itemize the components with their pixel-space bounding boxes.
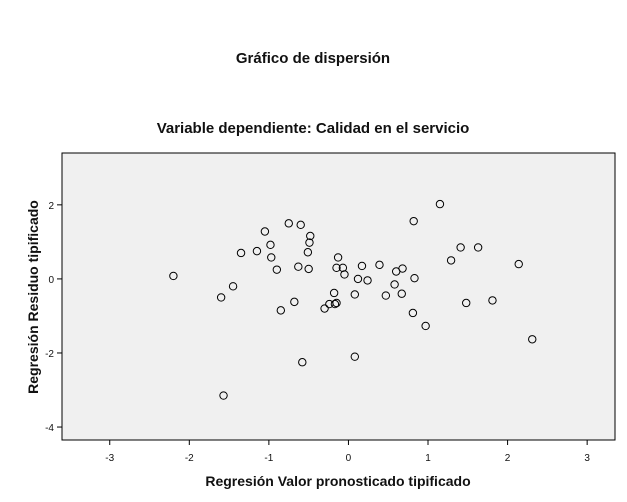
data-point bbox=[398, 264, 407, 273]
data-point bbox=[332, 263, 341, 272]
data-point bbox=[410, 273, 419, 283]
data-point bbox=[514, 259, 523, 269]
data-point bbox=[236, 248, 246, 258]
data-point bbox=[390, 280, 399, 289]
data-point bbox=[421, 321, 430, 331]
y-axis-label: Regresión Residuo tipificado bbox=[25, 200, 41, 394]
data-point bbox=[284, 219, 293, 228]
data-point bbox=[353, 274, 363, 284]
data-point bbox=[409, 216, 418, 226]
chart-subtitle: Variable dependiente: Calidad en el serv… bbox=[157, 120, 470, 137]
y-tick-label: -2 bbox=[45, 349, 54, 360]
data-point bbox=[266, 240, 275, 250]
data-point bbox=[260, 227, 270, 236]
data-point bbox=[228, 282, 238, 291]
data-point bbox=[298, 358, 307, 367]
data-point bbox=[216, 293, 226, 302]
data-point bbox=[473, 243, 483, 252]
data-point bbox=[332, 298, 341, 308]
x-tick-label: 0 bbox=[346, 453, 352, 464]
x-tick-label: 3 bbox=[584, 453, 590, 464]
y-axis: 2 0 -2 -4 bbox=[45, 201, 62, 434]
data-point bbox=[267, 253, 276, 262]
data-point bbox=[357, 261, 367, 271]
data-point bbox=[408, 308, 418, 318]
data-point bbox=[446, 256, 456, 265]
x-tick-label: -2 bbox=[185, 453, 194, 464]
data-point bbox=[219, 391, 228, 400]
data-point bbox=[304, 264, 313, 274]
data-point bbox=[303, 248, 313, 257]
data-points bbox=[169, 199, 537, 400]
data-point bbox=[306, 231, 315, 241]
y-tick-label: 0 bbox=[48, 275, 54, 286]
data-point bbox=[276, 306, 286, 315]
data-point bbox=[381, 291, 391, 300]
data-point bbox=[363, 276, 372, 285]
y-tick-label: -4 bbox=[45, 423, 54, 434]
plot-area bbox=[61, 152, 616, 441]
x-axis: -3 -2 -1 0 1 2 3 bbox=[105, 440, 590, 464]
x-axis-label: Regresión Valor pronosticado tipificado bbox=[205, 473, 470, 489]
data-point bbox=[290, 297, 299, 307]
data-point bbox=[350, 352, 360, 361]
x-tick-label: -1 bbox=[264, 453, 273, 464]
x-tick-label: -3 bbox=[105, 453, 114, 464]
data-point bbox=[330, 299, 340, 309]
data-point bbox=[488, 296, 497, 305]
data-point bbox=[169, 271, 178, 281]
data-point bbox=[340, 270, 349, 279]
data-point bbox=[350, 290, 360, 299]
data-point bbox=[375, 260, 384, 270]
data-point bbox=[462, 298, 471, 308]
data-point bbox=[456, 243, 465, 252]
data-point bbox=[294, 262, 303, 271]
data-point bbox=[528, 335, 537, 344]
chart-title: Gráfico de dispersión bbox=[236, 50, 390, 67]
data-point bbox=[333, 253, 343, 262]
data-point bbox=[272, 265, 282, 274]
x-tick-label: 1 bbox=[425, 453, 431, 464]
data-point bbox=[329, 288, 339, 298]
data-point bbox=[252, 246, 262, 256]
data-point bbox=[305, 238, 314, 247]
data-point bbox=[320, 304, 329, 313]
data-point bbox=[435, 199, 445, 209]
data-point bbox=[397, 289, 406, 298]
data-point bbox=[296, 220, 305, 230]
y-tick-label: 2 bbox=[48, 201, 54, 212]
x-tick-label: 2 bbox=[505, 453, 511, 464]
